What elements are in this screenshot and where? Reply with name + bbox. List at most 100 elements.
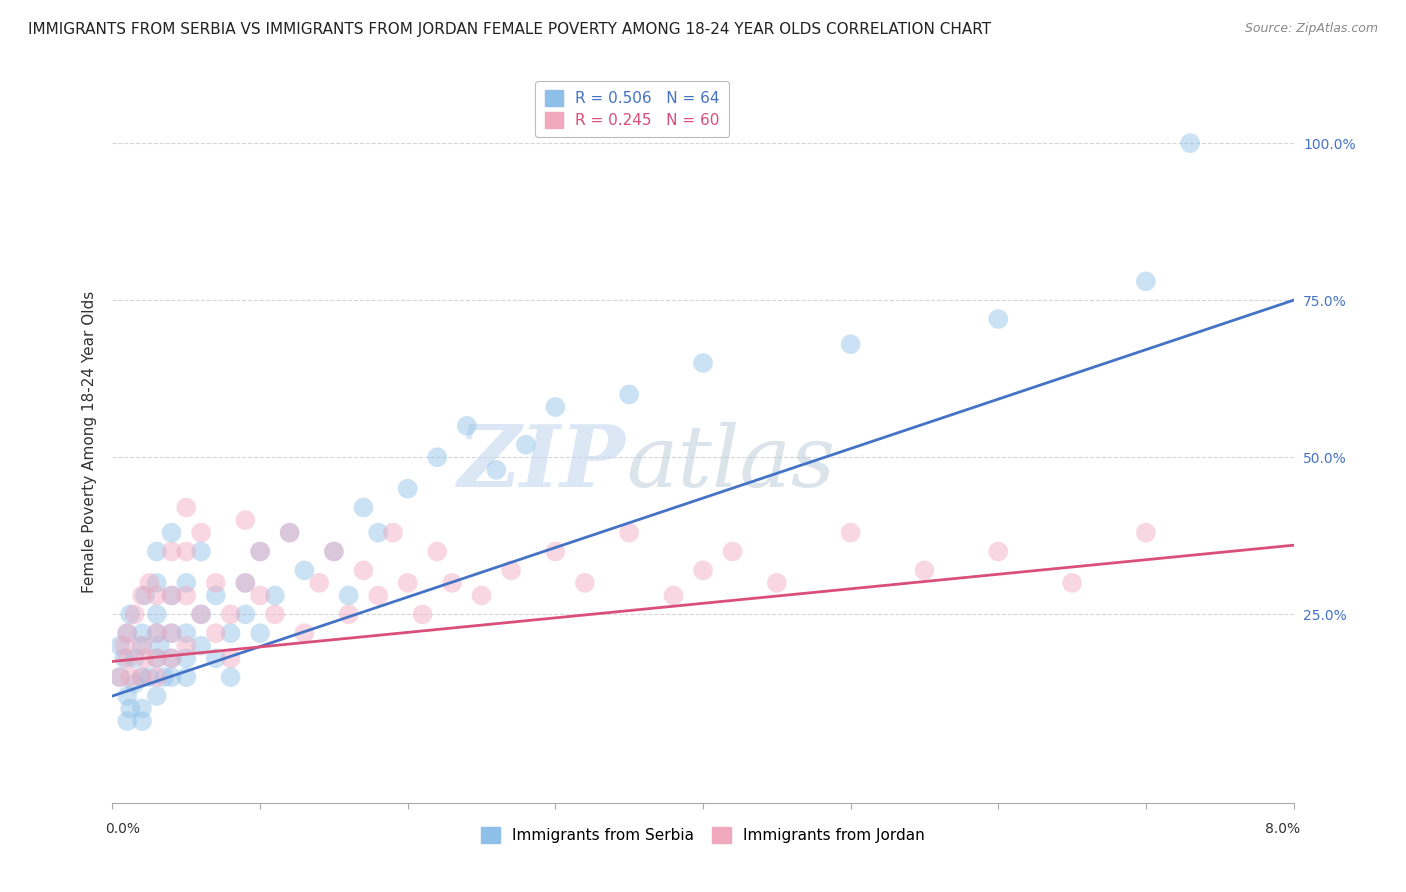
Point (1135, 525, 1157, 540)
Point (396, 575, 419, 590)
Point (471, 589, 494, 603)
Point (153, 670, 176, 684)
Point (456, 418, 478, 433)
Point (108, 639, 131, 653)
Point (134, 589, 156, 603)
Point (382, 525, 405, 540)
Point (249, 544, 271, 558)
Point (112, 639, 135, 653)
Point (124, 607, 146, 622)
Point (308, 575, 330, 590)
Point (160, 589, 183, 603)
Point (174, 626, 197, 640)
Point (174, 639, 197, 653)
Point (124, 651, 146, 665)
Point (146, 651, 169, 665)
Point (146, 575, 169, 590)
Point (485, 463, 508, 477)
Text: Source: ZipAtlas.com: Source: ZipAtlas.com (1244, 22, 1378, 36)
Point (108, 670, 131, 684)
Point (174, 575, 197, 590)
Point (412, 607, 434, 622)
Text: IMMIGRANTS FROM SERBIA VS IMMIGRANTS FROM JORDAN FEMALE POVERTY AMONG 18-24 YEAR: IMMIGRANTS FROM SERBIA VS IMMIGRANTS FRO… (28, 22, 991, 37)
Point (292, 626, 315, 640)
Point (619, 525, 641, 540)
Text: 0.0%: 0.0% (105, 822, 141, 837)
Point (337, 589, 360, 603)
Point (396, 482, 419, 496)
Point (219, 626, 242, 640)
Point (117, 651, 138, 665)
Point (146, 544, 169, 558)
Text: 8.0%: 8.0% (1265, 822, 1301, 837)
Point (233, 607, 256, 622)
Y-axis label: Female Poverty Among 18-24 Year Olds: Female Poverty Among 18-24 Year Olds (82, 291, 97, 592)
Point (131, 670, 153, 684)
Point (174, 589, 197, 603)
Point (426, 544, 449, 558)
Point (515, 438, 537, 452)
Text: ZIP: ZIP (458, 421, 626, 505)
Point (1135, 274, 1157, 288)
Point (544, 400, 567, 414)
Point (131, 639, 153, 653)
Text: atlas: atlas (626, 422, 835, 505)
Point (160, 626, 183, 640)
Point (839, 337, 862, 351)
Point (205, 589, 228, 603)
Point (219, 651, 242, 665)
Point (367, 589, 389, 603)
Point (987, 544, 1010, 558)
Point (138, 670, 160, 684)
Point (501, 563, 523, 577)
Point (120, 701, 142, 715)
Point (278, 525, 301, 540)
Point (112, 651, 135, 665)
Point (190, 525, 212, 540)
Point (544, 544, 567, 558)
Point (233, 575, 256, 590)
Point (146, 607, 169, 622)
Point (138, 575, 160, 590)
Point (131, 714, 153, 728)
Point (692, 563, 714, 577)
Point (134, 651, 156, 665)
Point (117, 689, 138, 703)
Point (441, 575, 464, 590)
Point (574, 575, 596, 590)
Point (160, 670, 183, 684)
Point (108, 670, 131, 684)
Point (249, 544, 271, 558)
Point (233, 513, 256, 527)
Point (120, 607, 142, 622)
Point (205, 651, 228, 665)
Point (367, 525, 389, 540)
Point (160, 651, 183, 665)
Point (249, 589, 271, 603)
Point (146, 626, 169, 640)
Point (264, 607, 287, 622)
Point (190, 607, 212, 622)
Point (914, 563, 936, 577)
Point (120, 670, 142, 684)
Point (124, 676, 146, 690)
Point (131, 670, 153, 684)
Point (987, 312, 1010, 326)
Point (146, 689, 169, 703)
Point (662, 589, 685, 603)
Point (174, 500, 197, 515)
Point (721, 544, 744, 558)
Point (160, 544, 183, 558)
Point (1062, 575, 1084, 590)
Point (323, 544, 346, 558)
Point (117, 626, 138, 640)
Legend: Immigrants from Serbia, Immigrants from Jordan: Immigrants from Serbia, Immigrants from … (475, 822, 931, 849)
Point (1178, 136, 1201, 150)
Point (352, 563, 374, 577)
Point (839, 525, 862, 540)
Point (131, 589, 153, 603)
Point (160, 589, 183, 603)
Point (117, 626, 138, 640)
Point (205, 626, 228, 640)
Point (249, 626, 271, 640)
